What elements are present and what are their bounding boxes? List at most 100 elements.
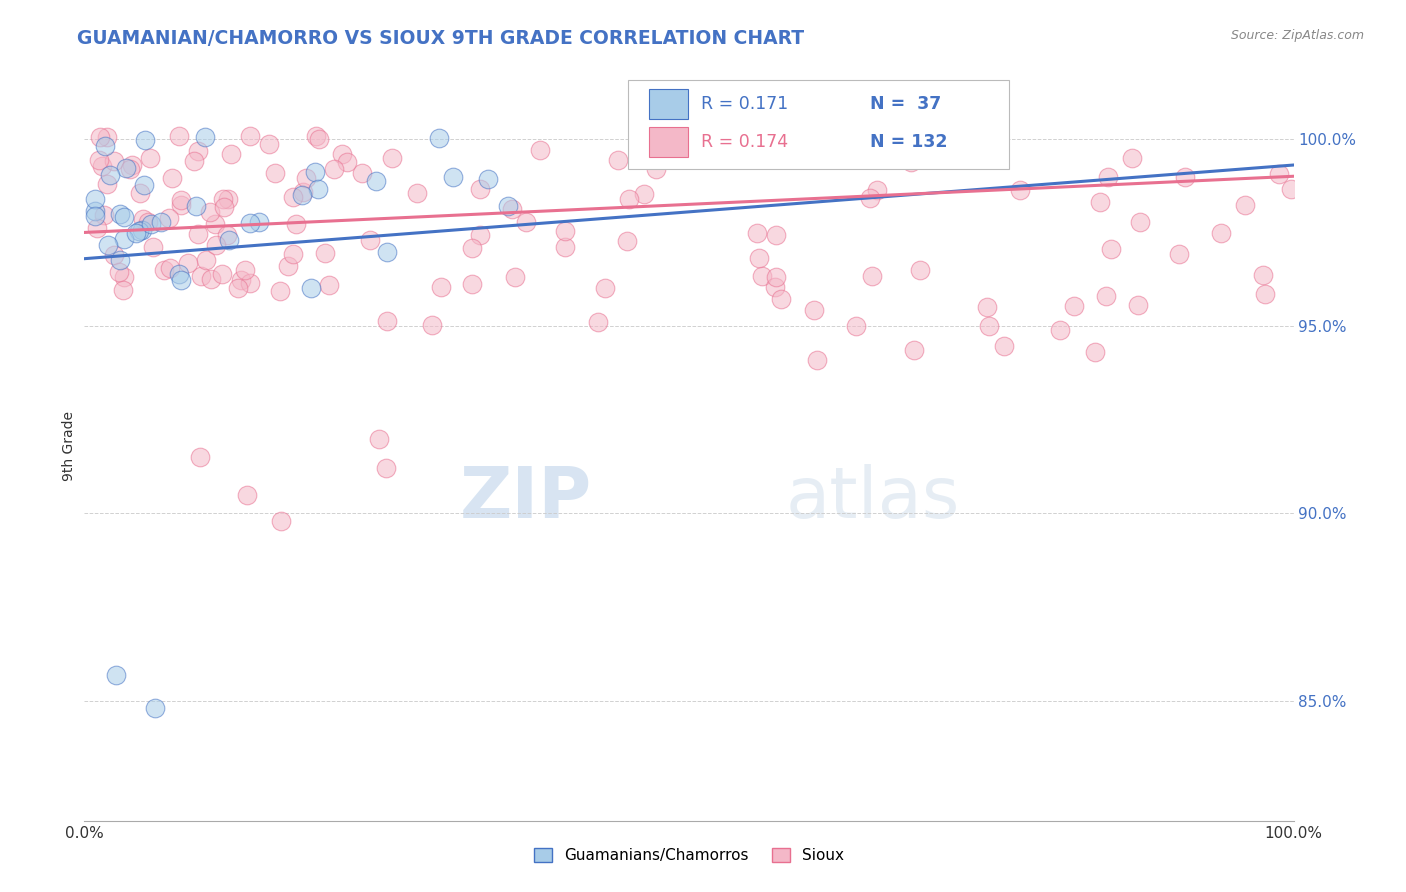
Point — [406, 186, 429, 201]
Point — [112, 211, 135, 225]
Point — [1126, 298, 1149, 312]
Point — [859, 191, 882, 205]
Point — [169, 193, 191, 207]
Point — [157, 211, 180, 226]
Point — [593, 281, 616, 295]
Point — [770, 292, 793, 306]
Point — [269, 284, 291, 298]
Point — [866, 183, 889, 197]
Point — [108, 265, 131, 279]
Point — [84, 204, 107, 219]
Point — [134, 133, 156, 147]
Point — [211, 267, 233, 281]
Point — [177, 256, 200, 270]
Point — [1088, 195, 1111, 210]
Point — [96, 129, 118, 144]
Point — [184, 199, 207, 213]
Point — [239, 216, 262, 230]
Point — [586, 315, 609, 329]
Point — [233, 263, 256, 277]
Point — [91, 159, 114, 173]
Point — [108, 206, 131, 220]
Point — [159, 261, 181, 276]
Point — [503, 270, 526, 285]
Point — [803, 302, 825, 317]
Point — [977, 318, 1000, 333]
Point — [292, 186, 315, 200]
Legend: Guamanians/Chamorros, Sioux: Guamanians/Chamorros, Sioux — [527, 842, 851, 869]
Point — [112, 270, 135, 285]
Point — [204, 217, 226, 231]
Point — [112, 232, 135, 246]
Point — [89, 130, 111, 145]
Point — [748, 251, 770, 265]
Point — [142, 240, 165, 254]
Point — [198, 204, 221, 219]
Point — [86, 221, 108, 235]
Point — [375, 314, 398, 328]
Point — [645, 161, 668, 176]
Point — [190, 450, 212, 465]
Point — [616, 234, 638, 248]
Point — [87, 153, 110, 167]
Y-axis label: 9th Grade: 9th Grade — [62, 411, 76, 481]
Point — [1251, 268, 1274, 282]
Point — [283, 190, 305, 204]
Point — [461, 241, 484, 255]
Point — [1254, 286, 1277, 301]
Point — [110, 253, 132, 268]
Point — [295, 170, 318, 185]
Point — [150, 215, 173, 229]
Point — [247, 214, 270, 228]
Point — [211, 192, 233, 206]
Point — [84, 192, 107, 206]
Point — [375, 461, 398, 475]
Point — [619, 192, 641, 206]
Point — [429, 280, 451, 294]
Text: Source: ZipAtlas.com: Source: ZipAtlas.com — [1230, 29, 1364, 42]
Point — [129, 186, 152, 201]
Point — [420, 318, 443, 332]
Point — [633, 187, 655, 202]
Point — [231, 273, 253, 287]
Point — [239, 129, 262, 144]
Point — [187, 144, 209, 158]
Point — [281, 247, 304, 261]
Point — [131, 223, 153, 237]
Point — [305, 129, 328, 144]
Point — [1234, 198, 1257, 212]
Point — [1008, 183, 1031, 197]
Point — [215, 228, 238, 243]
Point — [186, 227, 208, 241]
Point — [806, 353, 828, 368]
Point — [277, 259, 299, 273]
Point — [468, 182, 491, 196]
Point — [993, 338, 1015, 352]
Point — [236, 488, 259, 502]
Text: atlas: atlas — [786, 464, 960, 533]
Point — [1097, 169, 1119, 184]
Point — [103, 248, 125, 262]
Point — [124, 226, 146, 240]
Point — [270, 514, 292, 528]
Point — [304, 165, 326, 179]
Point — [160, 171, 183, 186]
Point — [93, 139, 115, 153]
Point — [330, 147, 353, 161]
Text: N =  37: N = 37 — [870, 95, 942, 113]
Point — [501, 202, 523, 217]
Point — [205, 237, 228, 252]
Point — [477, 172, 499, 186]
Point — [1174, 169, 1197, 184]
Point — [515, 215, 537, 229]
Point — [145, 701, 167, 715]
Point — [97, 238, 120, 252]
Point — [1129, 215, 1152, 229]
Point — [183, 154, 205, 169]
Point — [910, 263, 932, 277]
Point — [121, 158, 143, 172]
Point — [200, 272, 222, 286]
Point — [359, 233, 381, 247]
Point — [257, 137, 280, 152]
Point — [217, 193, 239, 207]
